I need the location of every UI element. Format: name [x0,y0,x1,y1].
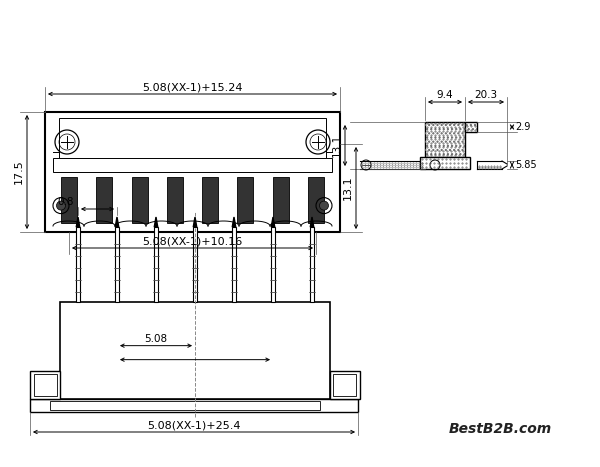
Bar [330,371,360,399]
Text: 13.1: 13.1 [332,134,342,157]
Bar [61,177,77,223]
Text: 9.4: 9.4 [437,90,454,100]
Circle shape [56,201,65,210]
Polygon shape [193,217,197,227]
Bar [271,227,275,302]
Bar [59,118,326,157]
Polygon shape [154,217,158,227]
Text: 20.3: 20.3 [475,90,497,100]
Polygon shape [76,217,80,227]
Bar [310,227,314,302]
Bar [333,374,356,396]
Bar [53,157,332,172]
Bar [425,122,465,157]
Text: 5.08(XX-1)+25.4: 5.08(XX-1)+25.4 [147,420,241,430]
Bar [202,177,218,223]
Bar [154,227,158,302]
Polygon shape [271,217,275,227]
Bar [76,227,80,302]
Polygon shape [232,217,236,227]
Bar [131,177,148,223]
Bar [238,177,253,223]
Polygon shape [310,217,314,227]
Text: 5.08: 5.08 [145,333,167,344]
Bar [308,177,324,223]
Text: 2.9: 2.9 [515,122,530,132]
Bar [232,227,236,302]
Bar [167,177,183,223]
Text: 5.08(XX-1)+15.24: 5.08(XX-1)+15.24 [142,82,243,92]
Bar [420,157,470,169]
Bar [30,399,358,412]
Bar [30,371,60,399]
Bar [60,302,330,399]
Bar [193,227,197,302]
Bar [45,112,340,232]
Bar [34,374,57,396]
Bar [50,401,320,410]
Text: 13.1: 13.1 [343,176,353,200]
Text: 5.85: 5.85 [515,160,536,170]
Bar [273,177,289,223]
Circle shape [320,201,329,210]
Text: 17.5: 17.5 [14,160,24,184]
Text: BestB2B.com: BestB2B.com [448,422,551,436]
Bar [465,122,477,132]
Bar [97,177,112,223]
Bar [465,122,477,132]
Text: 5.08(XX-1)+10.16: 5.08(XX-1)+10.16 [142,236,242,246]
Text: 0.8: 0.8 [58,197,74,207]
Bar [425,122,465,157]
Polygon shape [115,217,119,227]
Bar [115,227,119,302]
